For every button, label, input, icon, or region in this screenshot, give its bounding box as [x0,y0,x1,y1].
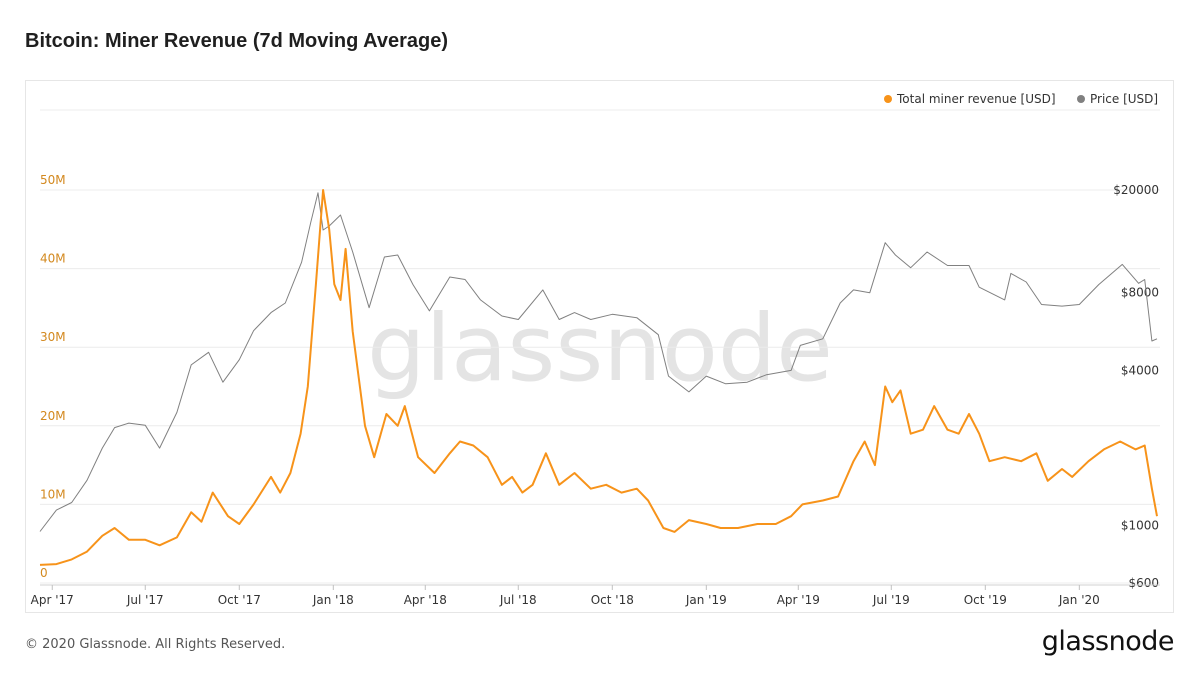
legend-label-price[interactable]: Price [USD] [1090,92,1158,106]
right-axis: $600 $1000 $4000 $8000 $20000 [1113,183,1159,590]
x-axis-tick-label: Oct '17 [218,593,261,607]
left-axis-tick-label: 50M [40,173,66,187]
left-axis-tick-label: 40M [40,252,66,266]
x-axis-tick-label: Jul '18 [499,593,537,607]
x-axis-tick-label: Apr '19 [777,593,820,607]
right-axis-tick-label: $600 [1128,576,1159,590]
right-axis-tick-label: $1000 [1121,519,1159,533]
chart-frame [25,80,1174,613]
revenue-series-line[interactable] [39,189,1158,566]
right-axis-tick-label: $4000 [1121,363,1159,377]
legend[interactable]: Total miner revenue [USD] Price [USD] [884,92,1158,106]
legend-marker-revenue [884,95,892,103]
x-axis: Apr '17 Jul '17 Oct '17 Jan '18 Apr '18 Jul '… [31,584,1160,607]
copyright-footer: © 2020 Glassnode. All Rights Reserved. [25,637,286,652]
right-axis-tick-label: $20000 [1113,183,1159,197]
glassnode-logo[interactable]: glassnode [1041,626,1175,657]
price-series-line[interactable] [39,192,1158,532]
series-lines [39,189,1158,566]
x-axis-tick-label: Jan '19 [685,593,727,607]
x-axis-tick-label: Jul '17 [126,593,164,607]
chart-title: Bitcoin: Miner Revenue (7d Moving Averag… [25,30,449,52]
watermark: glassnode [367,295,833,402]
x-axis-tick-label: Jan '20 [1058,593,1100,607]
legend-marker-price [1077,95,1085,103]
left-axis-tick-label: 0 [40,566,48,580]
right-axis-tick-label: $8000 [1121,286,1159,300]
x-axis-tick-label: Oct '18 [591,593,634,607]
legend-label-revenue[interactable]: Total miner revenue [USD] [896,92,1056,106]
x-axis-tick-label: Oct '19 [964,593,1007,607]
x-axis-tick-label: Jan '18 [312,593,354,607]
left-axis: 0 10M 20M 30M 40M 50M [40,173,66,580]
gridlines [40,109,1160,584]
left-axis-tick-label: 30M [40,330,66,344]
left-axis-tick-label: 20M [40,409,66,423]
x-axis-tick-label: Apr '18 [404,593,447,607]
x-axis-tick-label: Jul '19 [872,593,910,607]
x-axis-tick-label: Apr '17 [31,593,74,607]
left-axis-tick-label: 10M [40,487,66,501]
